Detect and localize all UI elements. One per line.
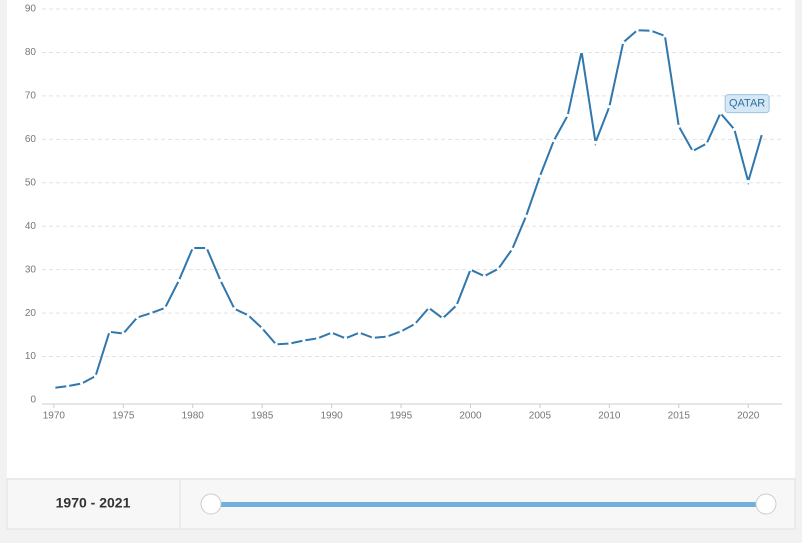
point xyxy=(93,374,98,378)
point xyxy=(413,322,417,326)
legend-box xyxy=(724,94,770,114)
chart-card xyxy=(7,0,795,478)
legend-label: QATAR xyxy=(729,98,765,110)
point xyxy=(468,268,473,272)
point xyxy=(121,331,125,336)
point xyxy=(302,338,306,343)
point xyxy=(455,303,459,307)
point xyxy=(441,316,445,320)
slider-handle[interactable] xyxy=(200,493,222,515)
y-tick-label: 0 xyxy=(30,395,36,406)
x-tick-label: 2000 xyxy=(459,411,482,422)
point xyxy=(552,139,556,143)
point xyxy=(330,331,334,335)
point xyxy=(538,174,542,178)
point xyxy=(760,132,764,136)
point xyxy=(579,49,584,54)
point xyxy=(66,384,70,388)
y-tick-label: 20 xyxy=(25,308,37,319)
slider-track xyxy=(210,502,765,507)
point xyxy=(288,341,292,346)
x-tick-label: 2010 xyxy=(598,411,621,422)
point xyxy=(635,28,639,32)
point xyxy=(343,336,348,340)
point xyxy=(149,311,153,315)
point xyxy=(593,140,598,144)
x-tick-label: 1970 xyxy=(43,411,66,422)
point xyxy=(232,307,237,311)
x-tick-label: 1995 xyxy=(390,411,413,422)
y-tick-label: 60 xyxy=(25,134,37,145)
point xyxy=(677,124,681,128)
x-tick-label: 2015 xyxy=(668,411,691,422)
point xyxy=(274,342,278,346)
point xyxy=(566,113,570,118)
point xyxy=(163,306,167,310)
point xyxy=(316,336,320,340)
point xyxy=(399,329,403,333)
point xyxy=(218,278,223,283)
x-tick-label: 2020 xyxy=(737,411,760,422)
point xyxy=(510,247,514,251)
point xyxy=(135,315,139,320)
y-tick-label: 30 xyxy=(25,264,37,275)
x-tick-label: 2005 xyxy=(529,411,552,422)
y-tick-label: 80 xyxy=(25,47,37,58)
point xyxy=(691,149,695,153)
point xyxy=(371,336,375,340)
point xyxy=(746,179,750,184)
point xyxy=(496,267,500,271)
y-tick-label: 50 xyxy=(25,177,37,188)
point xyxy=(177,278,181,283)
range-label: 1970 - 2021 xyxy=(56,495,131,511)
x-tick-label: 1975 xyxy=(112,411,135,422)
point xyxy=(427,306,431,310)
y-tick-label: 70 xyxy=(25,91,37,102)
y-tick-label: 10 xyxy=(25,351,37,362)
point xyxy=(649,29,653,33)
y-tick-label: 40 xyxy=(25,221,37,232)
point xyxy=(246,313,250,317)
point xyxy=(205,246,209,250)
x-tick-label: 1985 xyxy=(251,411,274,422)
point xyxy=(732,127,736,131)
point xyxy=(607,105,611,109)
slider-handle[interactable] xyxy=(755,493,777,515)
point xyxy=(191,246,195,250)
y-tick-label: 90 xyxy=(25,4,37,15)
point xyxy=(260,326,264,330)
point xyxy=(357,331,361,335)
point xyxy=(704,142,709,146)
point xyxy=(663,34,667,38)
point xyxy=(385,334,389,339)
point xyxy=(107,330,112,334)
point xyxy=(80,381,84,386)
point xyxy=(482,274,486,278)
x-tick-label: 1980 xyxy=(182,411,205,422)
point xyxy=(621,40,625,45)
series-line xyxy=(53,29,764,389)
x-tick-label: 1990 xyxy=(320,411,343,422)
point xyxy=(52,386,56,390)
point xyxy=(718,111,723,115)
point xyxy=(524,214,528,218)
